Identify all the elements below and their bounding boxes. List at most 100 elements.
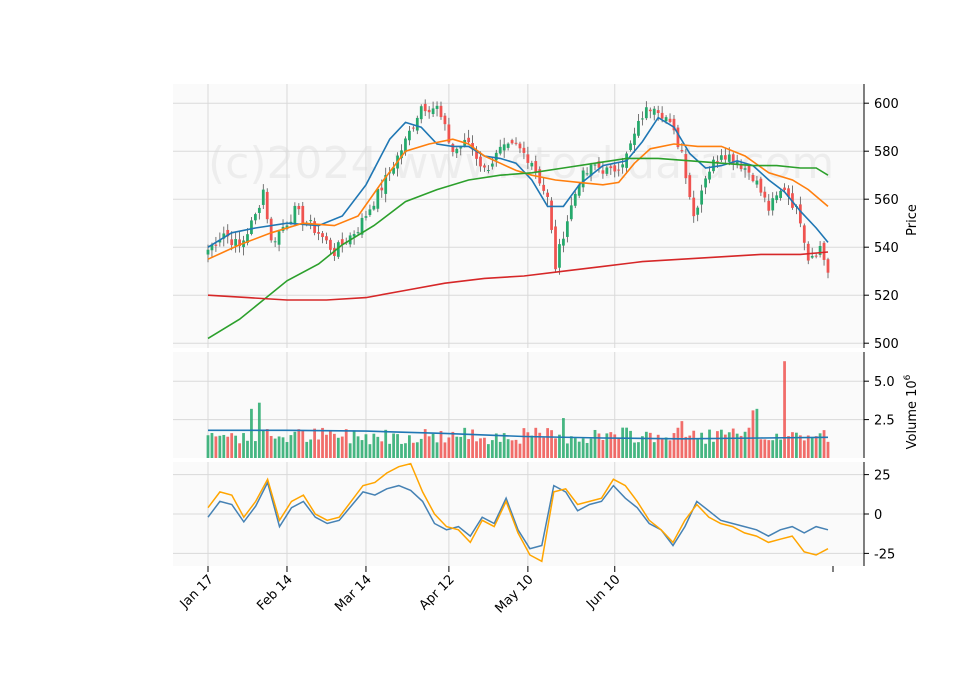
candle-up bbox=[364, 216, 368, 218]
volume-bar bbox=[313, 428, 317, 458]
volume-bar bbox=[289, 435, 293, 458]
price-panel-background bbox=[173, 84, 864, 348]
candle-down bbox=[814, 255, 818, 257]
volume-bar bbox=[637, 442, 640, 458]
candle-up bbox=[755, 180, 759, 185]
candle-down bbox=[546, 192, 549, 197]
volume-bar bbox=[585, 442, 589, 458]
volume-bar bbox=[644, 431, 648, 458]
candle-up bbox=[502, 144, 506, 151]
volume-bar bbox=[475, 441, 478, 458]
candle-up bbox=[696, 207, 700, 215]
volume-bar bbox=[672, 433, 676, 458]
price-ma_short-line bbox=[207, 116, 829, 248]
candle-down bbox=[763, 191, 767, 198]
candle-up bbox=[360, 217, 364, 235]
candle-up bbox=[577, 184, 581, 196]
candle-up bbox=[257, 207, 261, 213]
candle-down bbox=[668, 118, 672, 123]
volume-bar bbox=[664, 437, 668, 458]
volume-bar bbox=[329, 430, 332, 458]
volume-bar bbox=[427, 436, 431, 458]
candle-down bbox=[550, 200, 553, 230]
candle-up bbox=[589, 164, 593, 176]
volume-bar bbox=[625, 427, 628, 458]
volume-bar bbox=[593, 429, 597, 458]
x-tick-label: Feb 14 bbox=[254, 572, 296, 614]
candle-up bbox=[818, 245, 822, 255]
candle-up bbox=[637, 120, 640, 136]
candle-up bbox=[775, 195, 779, 201]
candle-up bbox=[530, 162, 534, 167]
x-tick-label: May 10 bbox=[492, 572, 536, 616]
oscillator-y-tick-label: 25 bbox=[874, 469, 891, 484]
candle-up bbox=[431, 108, 435, 115]
candle-down bbox=[447, 124, 451, 143]
candle-up bbox=[459, 147, 463, 149]
volume-bar bbox=[810, 437, 814, 458]
x-tick-label: Jun 10 bbox=[583, 572, 623, 612]
volume-bar bbox=[234, 435, 238, 458]
volume-bar bbox=[727, 432, 731, 458]
osc-osc_slow-line bbox=[207, 462, 829, 563]
volume-bar bbox=[526, 432, 530, 458]
candle-down bbox=[526, 154, 530, 163]
candle-up bbox=[273, 241, 277, 243]
volume-bar bbox=[384, 429, 388, 458]
candle-up bbox=[372, 205, 376, 210]
volume-bar bbox=[408, 435, 411, 458]
candle-down bbox=[601, 170, 605, 174]
volume-bar bbox=[317, 439, 320, 458]
volume-bar bbox=[735, 433, 739, 458]
volume-bar bbox=[435, 442, 439, 458]
candle-up bbox=[562, 238, 565, 246]
volume-bar bbox=[577, 441, 581, 458]
volume-bar bbox=[415, 442, 419, 458]
candle-up bbox=[352, 234, 356, 237]
candle-down bbox=[411, 127, 415, 129]
volume-bar bbox=[716, 431, 719, 458]
volume-bar bbox=[814, 436, 818, 458]
volume-bar bbox=[293, 431, 297, 458]
volume-bar bbox=[696, 439, 700, 458]
volume-bar bbox=[404, 443, 407, 458]
volume-bar bbox=[787, 436, 790, 458]
volume-bar bbox=[250, 408, 253, 458]
candle-down bbox=[822, 242, 826, 260]
volume-bar bbox=[502, 433, 506, 458]
volume-bar bbox=[494, 433, 498, 458]
candle-down bbox=[747, 165, 751, 173]
candle-down bbox=[731, 154, 735, 164]
candle-up bbox=[704, 178, 707, 188]
volume-bar bbox=[332, 433, 336, 458]
volume-bar bbox=[498, 441, 502, 458]
candle-down bbox=[423, 103, 427, 112]
candle-down bbox=[475, 150, 478, 159]
candle-up bbox=[368, 209, 372, 216]
price-y-tick-label: 500 bbox=[874, 337, 899, 352]
volume-bar bbox=[455, 436, 459, 458]
candle-up bbox=[250, 220, 253, 234]
x-tick-label: Jan 17 bbox=[177, 572, 217, 612]
candle-down bbox=[439, 105, 443, 118]
candle-up bbox=[222, 233, 226, 239]
candle-down bbox=[688, 175, 692, 198]
volume-bar bbox=[463, 427, 467, 458]
candle-up bbox=[415, 117, 419, 131]
volume-axis-label: Volume 106 bbox=[903, 374, 920, 449]
candle-up bbox=[408, 130, 411, 141]
volume-bar bbox=[230, 433, 234, 458]
volume-bar bbox=[641, 436, 644, 458]
candle-down bbox=[787, 188, 790, 197]
candle-up bbox=[565, 221, 569, 237]
candle-down bbox=[514, 142, 518, 144]
volume-bar bbox=[704, 443, 707, 458]
candle-up bbox=[455, 148, 459, 154]
volume-bar bbox=[269, 435, 273, 458]
volume-bar bbox=[818, 433, 822, 458]
candle-up bbox=[585, 173, 589, 175]
volume-bar bbox=[352, 430, 356, 458]
volume-bar bbox=[806, 435, 810, 458]
volume-bar bbox=[218, 435, 222, 458]
candle-down bbox=[467, 137, 471, 143]
